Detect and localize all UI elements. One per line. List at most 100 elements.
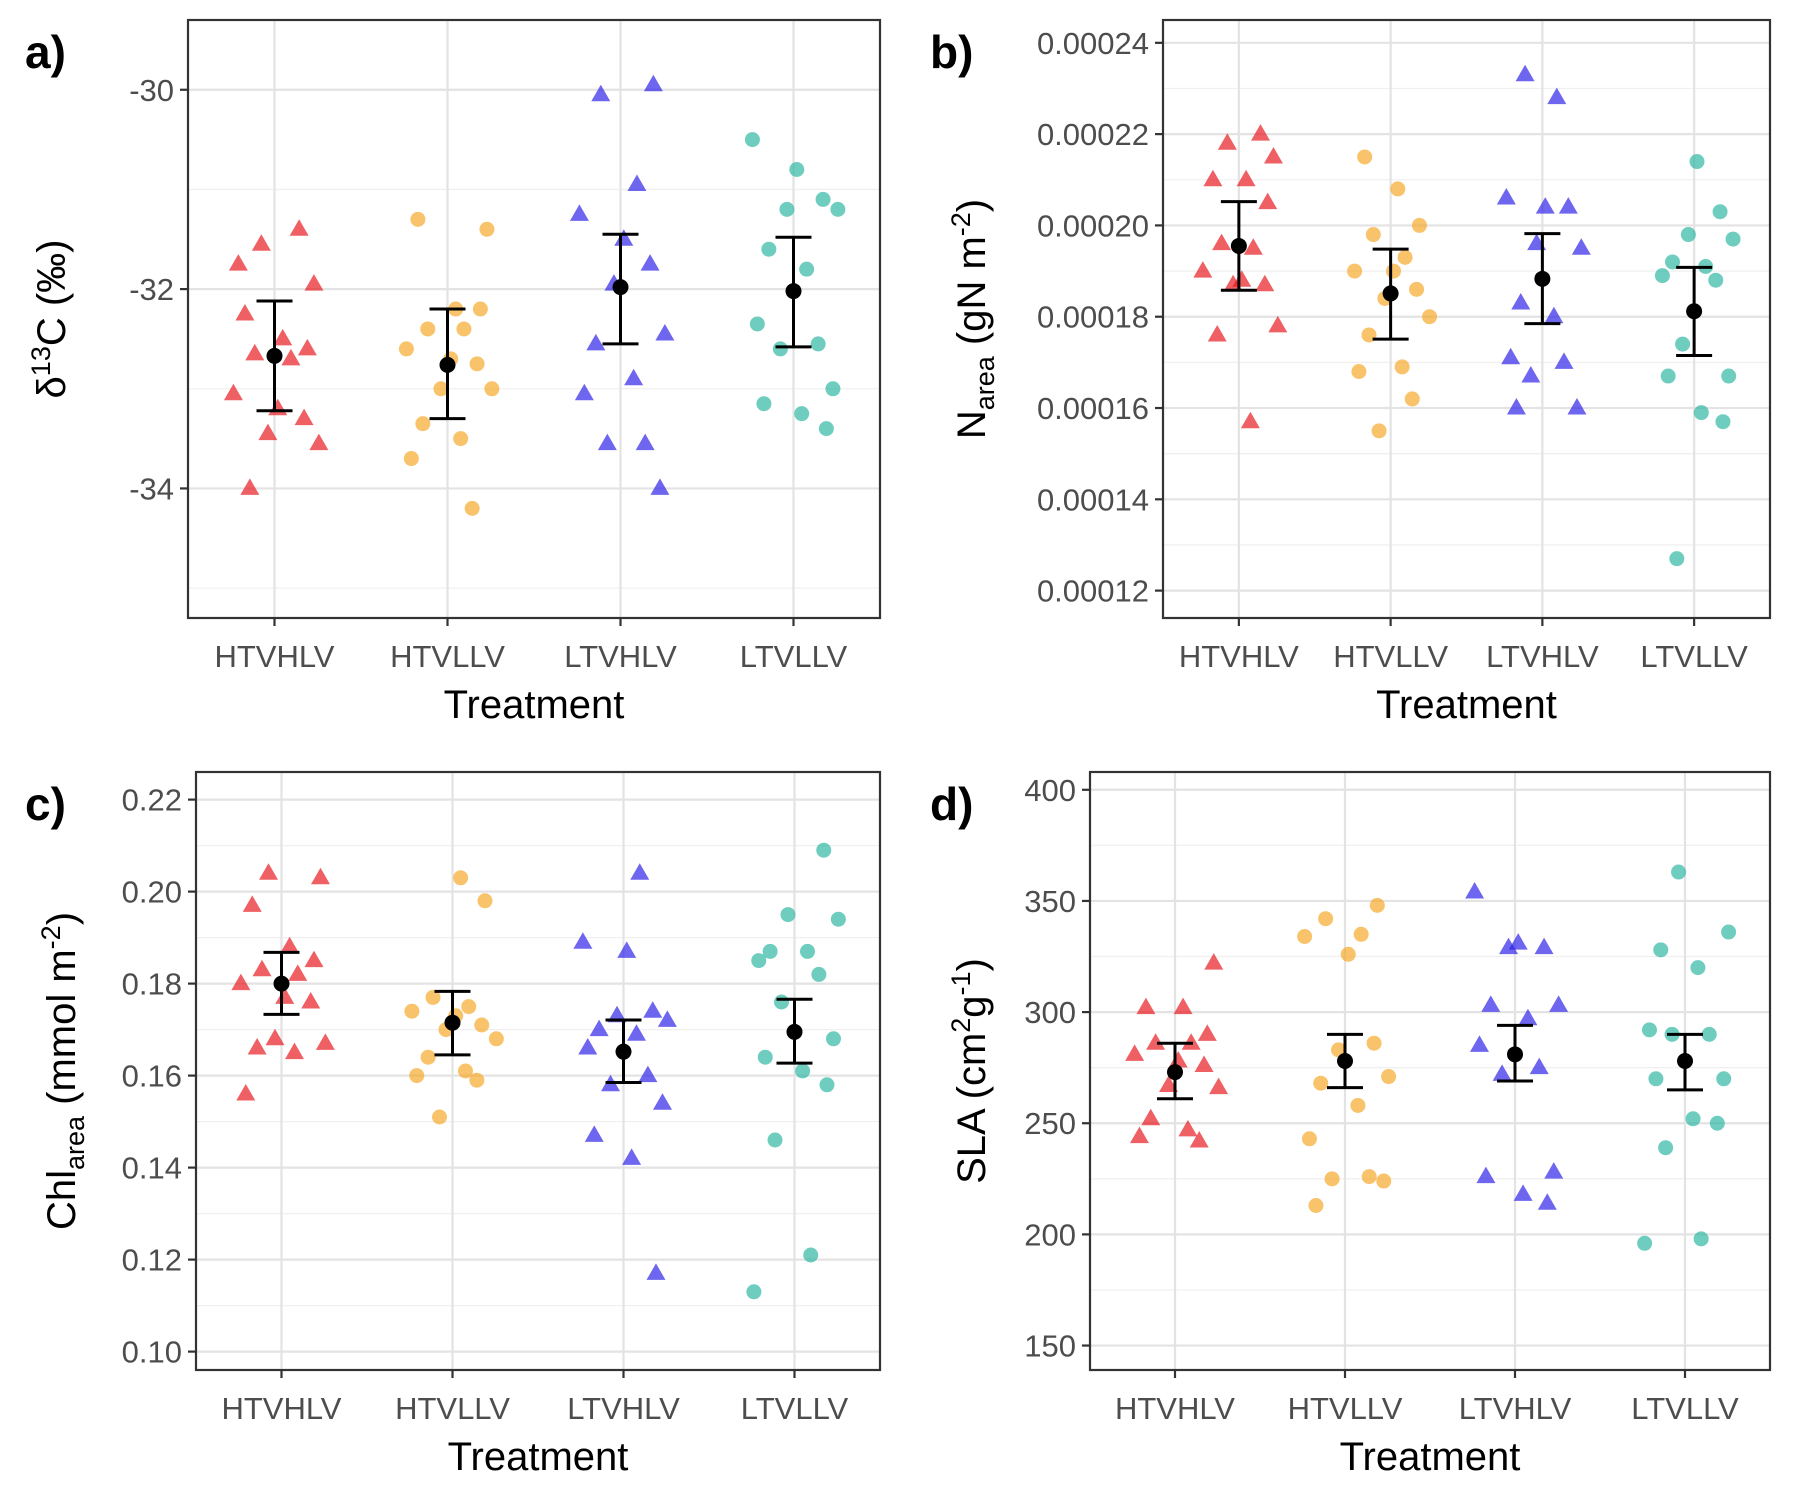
data-point-circle	[479, 221, 495, 237]
data-point-circle	[432, 1109, 448, 1125]
data-point-triangle	[1141, 1108, 1161, 1126]
mean-errorbar	[1524, 232, 1561, 326]
data-point-triangle	[288, 964, 308, 981]
data-point-triangle	[1529, 1057, 1549, 1075]
y-tick-label: 300	[1024, 995, 1076, 1030]
data-point-triangle	[643, 74, 663, 92]
mean-point	[444, 1014, 461, 1031]
series-HTVHLV	[1193, 124, 1288, 429]
data-point-circle	[830, 911, 846, 927]
data-point-triangle	[228, 254, 248, 271]
data-point-triangle	[1178, 1119, 1198, 1137]
data-point-triangle	[1481, 995, 1501, 1012]
plot-area	[196, 772, 880, 1370]
data-point-triangle	[1263, 146, 1283, 164]
data-point-circle	[761, 241, 777, 257]
data-point-circle	[1351, 363, 1367, 379]
data-point-triangle	[304, 274, 324, 291]
data-point-triangle	[1513, 1184, 1533, 1201]
data-point-circle	[1318, 911, 1334, 927]
x-tick-label: HTVHLV	[214, 639, 334, 674]
data-point-triangle	[304, 950, 324, 968]
y-tick-label: 0.00012	[1037, 574, 1149, 609]
data-point-triangle	[294, 408, 314, 426]
data-point-triangle	[1168, 1050, 1188, 1068]
data-point-circle	[469, 1072, 485, 1088]
data-point-triangle	[569, 204, 589, 221]
mean-errorbar	[775, 235, 812, 349]
mean-errorbar	[1372, 247, 1409, 341]
data-point-circle	[425, 989, 441, 1005]
data-point-triangle	[624, 368, 644, 386]
data-point-triangle	[265, 1028, 285, 1046]
data-point-circle	[1641, 1022, 1657, 1038]
data-point-triangle	[280, 936, 300, 954]
mean-point	[1337, 1052, 1353, 1069]
series-HTVLLV	[398, 211, 500, 516]
data-point-circle	[1411, 217, 1427, 233]
y-tick-label: -34	[129, 471, 174, 506]
data-point-triangle	[1189, 1131, 1209, 1148]
data-point-circle	[1721, 368, 1737, 384]
data-point-circle	[1660, 368, 1676, 384]
data-point-triangle	[1469, 1035, 1489, 1052]
data-point-circle	[1689, 154, 1705, 170]
data-point-circle	[825, 381, 841, 397]
data-point-circle	[453, 870, 469, 886]
data-point-circle	[469, 356, 485, 372]
data-point-circle	[420, 321, 436, 337]
data-point-triangle	[1537, 1193, 1557, 1210]
series-LTVHLV	[1465, 882, 1569, 1210]
panel-border	[1161, 18, 1772, 620]
data-point-circle	[1665, 254, 1681, 270]
data-point-circle	[810, 336, 826, 352]
data-point-triangle	[643, 1001, 663, 1018]
y-tick-label: 0.00022	[1037, 117, 1149, 152]
data-point-circle	[1369, 897, 1385, 913]
data-point-triangle	[297, 338, 317, 356]
data-point-circle	[1422, 309, 1438, 325]
data-point-circle	[1361, 1169, 1377, 1185]
data-point-triangle	[315, 1033, 335, 1050]
y-tick-label: 0.14	[122, 1151, 182, 1186]
data-point-circle	[762, 943, 778, 959]
data-point-circle	[1308, 1197, 1324, 1213]
data-point-triangle	[236, 1084, 256, 1101]
plot-area	[1090, 772, 1770, 1370]
mean-point	[439, 356, 456, 373]
mean-point	[1382, 285, 1399, 302]
data-point-triangle	[1492, 1064, 1512, 1081]
data-point-circle	[1340, 946, 1356, 962]
data-point-triangle	[657, 1010, 677, 1027]
data-point-triangle	[1511, 293, 1531, 310]
data-point-circle	[409, 1068, 425, 1084]
data-point-triangle	[301, 992, 321, 1009]
data-point-triangle	[1268, 315, 1288, 333]
data-point-triangle	[1209, 1077, 1229, 1095]
y-tick-label: 0.12	[122, 1243, 182, 1278]
panel-a: -34 -32 -30 HTVHLV HTVLLV LTVHLV LTVLLV Treatme…	[25, 18, 882, 727]
data-point-triangle	[1194, 1055, 1214, 1072]
data-point-triangle	[1255, 274, 1275, 292]
data-point-triangle	[259, 863, 279, 880]
mean-point	[1507, 1046, 1523, 1063]
data-point-circle	[757, 1049, 773, 1065]
panel-b: 0.00012 0.00014 0.00016 0.00018 0.00020 0.000…	[930, 18, 1772, 727]
data-point-triangle	[240, 478, 260, 495]
data-point-circle	[1701, 1026, 1717, 1042]
data-point-circle	[1347, 263, 1363, 279]
data-point-triangle	[591, 84, 611, 102]
y-tick-label: 0.20	[122, 875, 182, 910]
data-point-triangle	[1159, 1075, 1179, 1092]
mean-errorbar	[1497, 1023, 1533, 1083]
mean-errorbar	[263, 950, 300, 1016]
data-point-triangle	[284, 1042, 304, 1060]
data-point-triangle	[1544, 1162, 1564, 1179]
data-point-circle	[474, 1017, 490, 1033]
data-point-circle	[456, 321, 472, 337]
y-tick-label: 0.18	[122, 967, 182, 1002]
data-point-circle	[1654, 268, 1670, 284]
x-tick-label: LTVHLV	[1459, 1391, 1572, 1426]
data-point-circle	[1376, 1173, 1392, 1189]
data-point-triangle	[1534, 937, 1554, 955]
